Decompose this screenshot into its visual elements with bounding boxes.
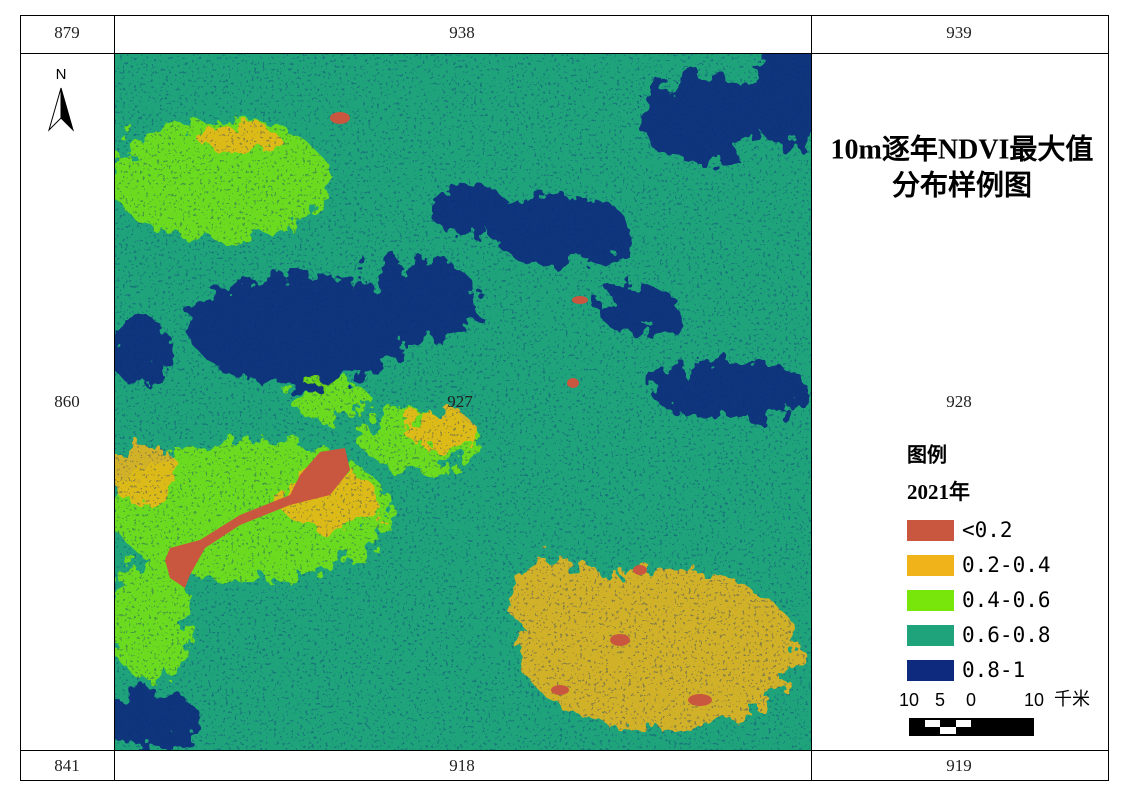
legend-swatch [907,520,954,541]
grid-frame [20,15,1109,781]
north-arrow: N [47,66,75,132]
scale-segment [956,720,971,727]
grid-label: 938 [449,23,475,42]
grid-label: 919 [946,756,972,775]
scale-label: 10 [1024,690,1044,710]
grid-label: 927 [447,392,473,411]
grid-label: 841 [54,756,80,775]
ndvi-raster [114,53,811,750]
legend-label: 0.2-0.4 [962,553,1051,577]
north-label: N [56,66,67,83]
grid-label: 860 [54,392,80,411]
map-title: 10m逐年NDVI最大值 [831,132,1094,165]
legend-swatch [907,555,954,576]
red-patches [330,112,712,706]
scale-label: 0 [966,690,976,710]
grid-label: 928 [946,392,972,411]
scale-bar: 10 5 0 10 千米 [899,689,1090,736]
lake [165,448,350,588]
scale-unit: 千米 [1054,689,1090,709]
grid-label: 918 [449,756,475,775]
legend-title: 图例 [907,443,947,467]
legend-label: <0.2 [962,518,1013,542]
scale-segment [940,727,956,734]
legend-label: 0.6-0.8 [962,623,1051,647]
legend-year: 2021年 [907,480,970,504]
legend-label: 0.4-0.6 [962,588,1051,612]
legend-label: 0.8-1 [962,658,1025,682]
legend-swatch [907,590,954,611]
legend-items: <0.2 0.2-0.4 0.4-0.6 0.6-0.8 0.8-1 [907,518,1051,682]
legend-swatch [907,625,954,646]
grid-label: 879 [54,23,80,42]
scale-segment [925,720,940,727]
raster-texture [114,53,811,750]
scale-label: 5 [935,690,945,710]
grid-label: 939 [946,23,972,42]
map-title: 分布样例图 [892,168,1032,201]
legend-swatch [907,660,954,681]
scale-label: 10 [899,690,919,710]
arrow-right [60,87,75,132]
